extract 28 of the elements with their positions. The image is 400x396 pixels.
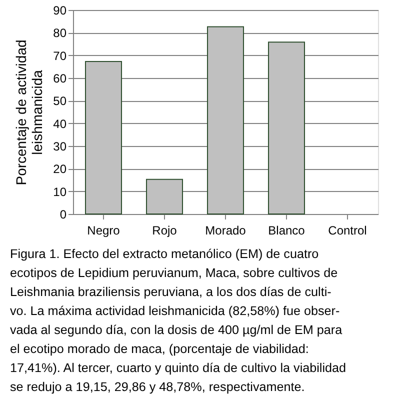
bar [207, 26, 244, 214]
y-tick-label: 10 [53, 184, 67, 199]
y-tick-label: 70 [53, 48, 67, 63]
text: Figura 1. Efecto del extracto metanólico (EM) de cuatro [10, 247, 319, 261]
x-tick-label: Morado [205, 224, 246, 238]
y-tick-label: 90 [53, 4, 67, 18]
text: el ecotipo morado de maca, (porcentaje de viabilidad: [10, 342, 309, 356]
y-tick-label: 20 [53, 162, 67, 176]
x-tick-label: Control [328, 224, 367, 238]
y-tick-label: 40 [53, 116, 67, 131]
y-tick-label: 30 [53, 140, 67, 154]
y-tick-label: 50 [53, 94, 67, 108]
y-tick-label: 80 [53, 26, 67, 40]
x-tick-label: Blanco [268, 224, 306, 238]
text: vada al segundo día, con la dosis de 400 µg/ml de EM para [10, 323, 342, 337]
text: Leishmania braziliensis peruviana, a los dos días de culti- [10, 285, 332, 299]
x-tick-label: Negro [87, 224, 120, 238]
y-tick-label: 60 [53, 72, 67, 86]
y-tick-label: 0 [60, 208, 67, 222]
text: se redujo a 19,15, 29,86 y 48,78%, respectivamente. [10, 380, 305, 394]
bar [85, 60, 122, 214]
bar [146, 178, 183, 214]
text: 17,41%). Al tercer, cuarto y quinto día de cultivo la viabilidad [10, 361, 346, 375]
bar [268, 42, 305, 214]
y-axis-title: Porcentaje de actividad leishmanicida [13, 40, 46, 186]
text: vo. La máxima actividad leishmanicida (82,58%) fue obser- [10, 304, 340, 318]
text: ecotipos de Lepidium peruvianum, Maca, sobre cultivos de [10, 266, 338, 280]
x-tick-label: Rojo [152, 224, 178, 238]
